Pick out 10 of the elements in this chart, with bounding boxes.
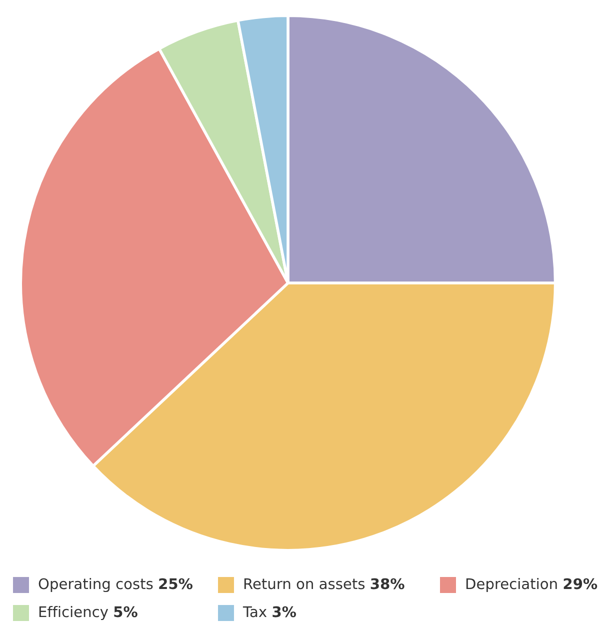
legend-label: Depreciation [466,578,557,592]
data-label: 25% [159,578,192,590]
data-label: 5% [114,606,138,618]
legend-label: Tax [242,606,267,618]
legend-label: Operating costs [38,578,153,592]
data-label: 29% [564,578,598,590]
data-label: 3% [272,606,296,618]
legend-label: Efficiency [39,606,108,620]
legend-label: Return on assets [244,578,365,590]
data-label: 38% [370,578,404,590]
